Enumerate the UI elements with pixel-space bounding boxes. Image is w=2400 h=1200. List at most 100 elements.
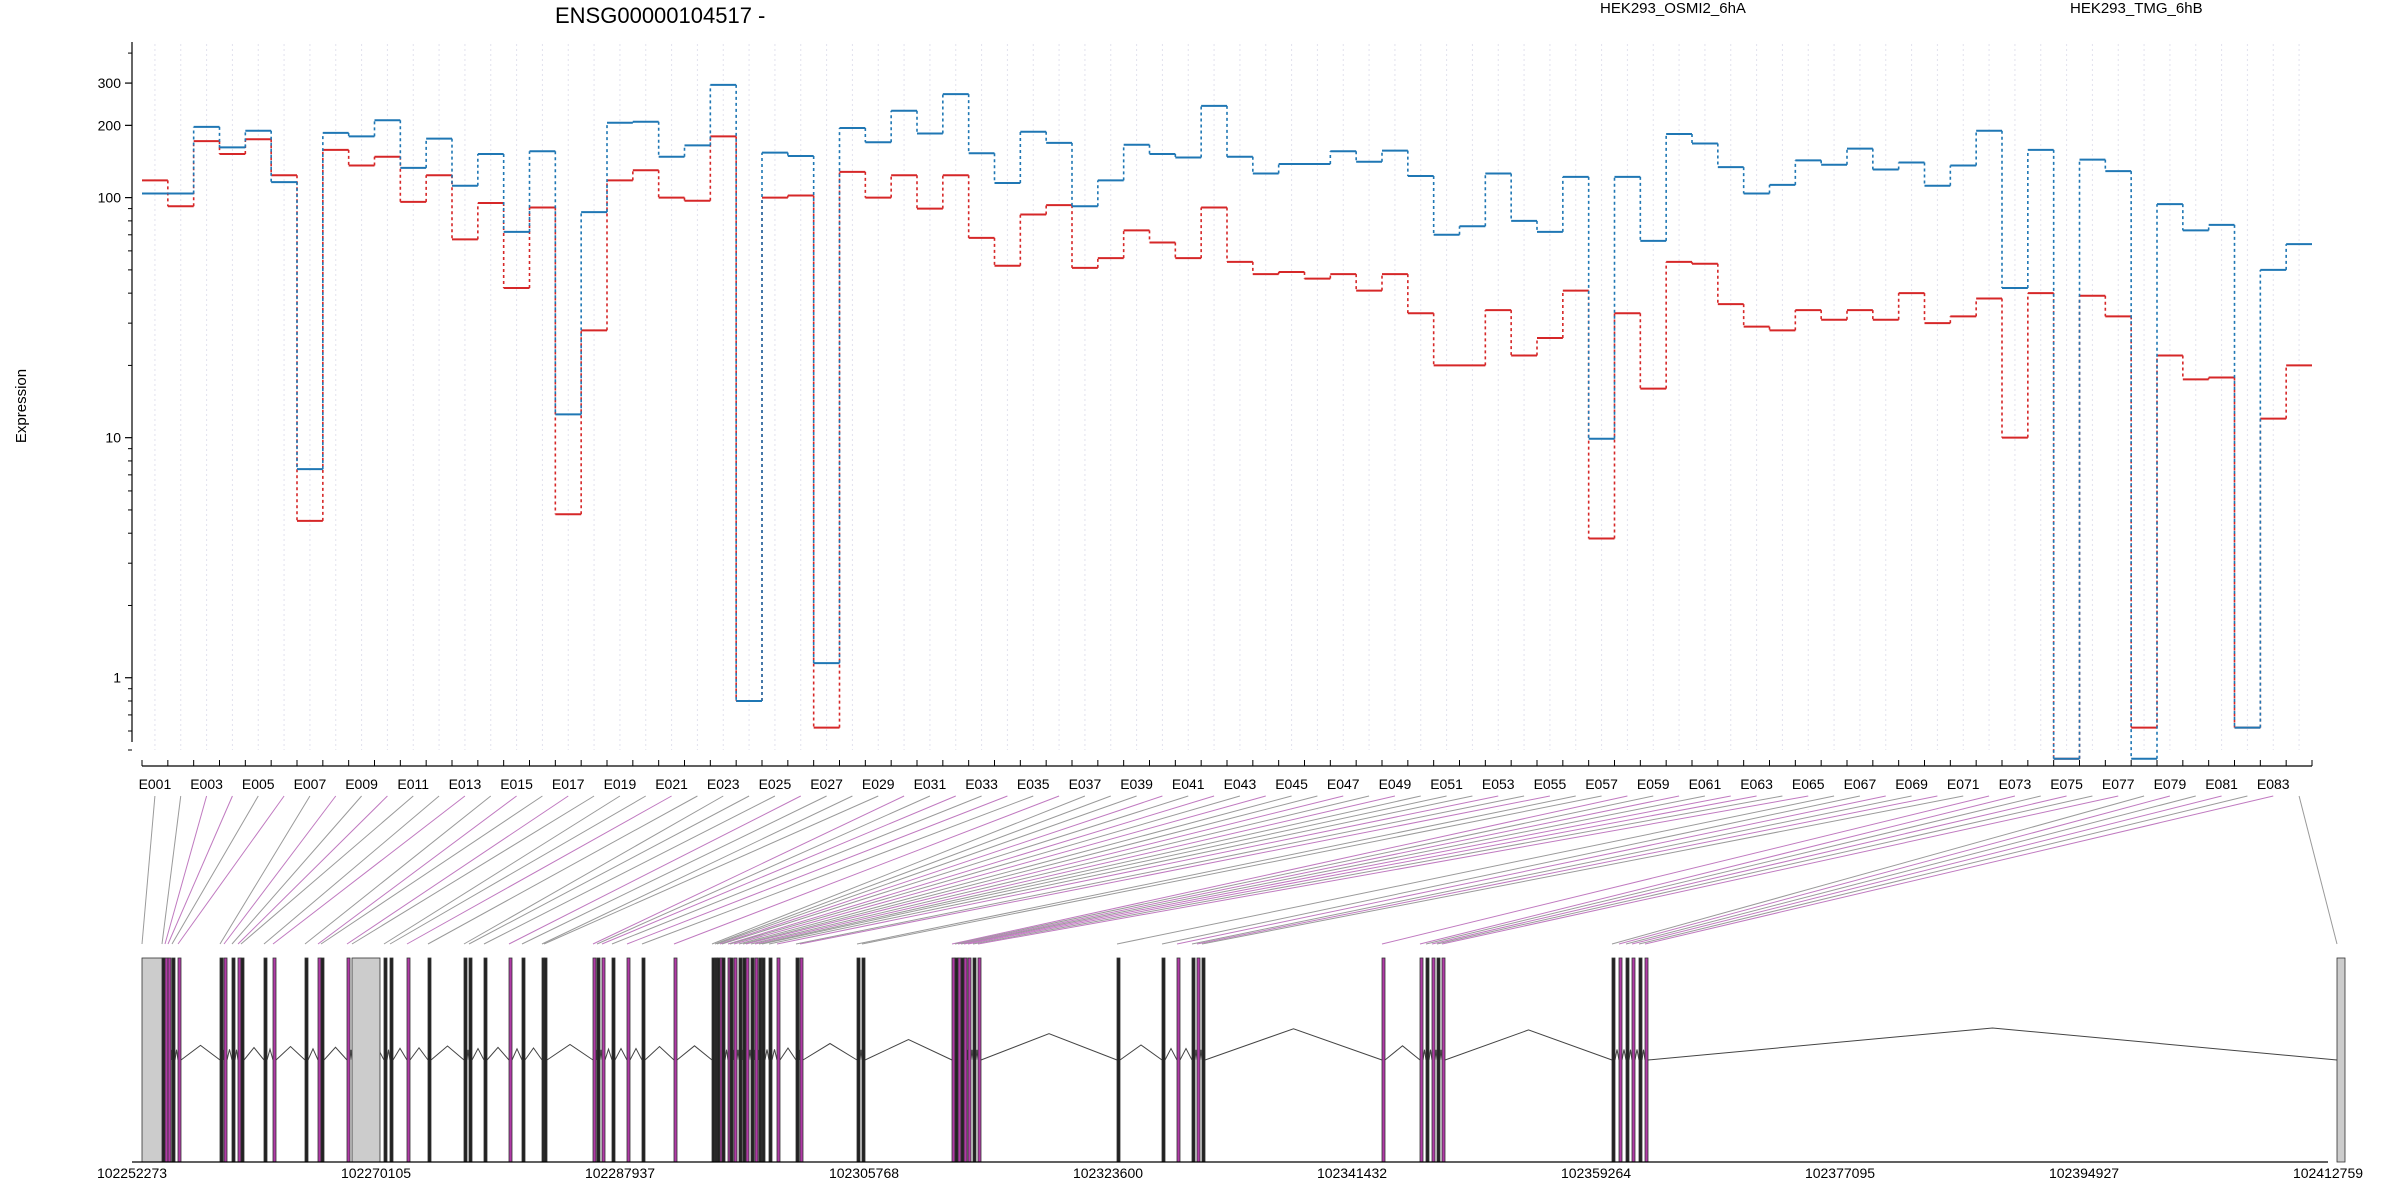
x-tick-label: E045 [1275,776,1308,792]
exon-box [963,957,968,1163]
intron [604,1047,613,1061]
exon-box [626,957,631,1163]
exon-connector [641,795,1034,945]
x-tick-label: E083 [2257,776,2290,792]
exon-connector [483,795,776,945]
x-tick-label: E053 [1482,776,1515,792]
exon-box [219,957,224,1163]
exon-connector [673,795,1060,945]
exon-connector [1431,795,2067,945]
exon-box [164,957,169,1163]
legend-item-tmg: HEK293_TMG_6hB [2070,0,2203,17]
x-tick-label: E017 [552,776,585,792]
legend-item-osmi2: HEK293_OSMI2_6hA [1600,0,1746,17]
intron [430,1045,465,1061]
genomic-coordinate-label: 102287937 [585,1165,655,1181]
intron [980,1033,1118,1061]
exon-box [733,957,738,1163]
intron [676,1045,713,1061]
x-tick-label: E003 [190,776,223,792]
x-tick-label: E019 [604,776,637,792]
exon-connector [1441,795,2119,945]
exon-connector [977,795,1809,945]
intron [1204,1028,1383,1061]
exon-box [346,957,351,1163]
chart-title: ENSG00000104517 - [555,3,765,28]
exon-box [304,957,309,1163]
y-tick-label: 1 [113,670,121,686]
y-axis: 1 10 100 200 300 [98,42,133,751]
exon-connector [317,795,517,945]
exon-connector [714,795,1111,945]
exon-connector [1116,795,1835,945]
exon-box [861,957,866,1163]
exon-box [383,957,388,1163]
exon-connector-lines [141,795,2338,945]
genomic-coordinate-label: 102359264 [1561,1165,1631,1181]
exon-connector [738,795,1292,945]
intron [1634,1049,1640,1061]
exon-box [721,957,726,1163]
exon-box [1176,957,1181,1163]
exon-connector [1419,795,2016,945]
intron [1614,1049,1620,1061]
exon-box [231,957,236,1163]
x-tick-label: E015 [500,776,533,792]
x-tick-label: E021 [655,776,688,792]
intron [1422,1049,1427,1061]
exon-connector [521,795,827,945]
exon-box [596,957,601,1163]
exon-box [240,957,245,1163]
exon-box [171,957,176,1163]
x-tick-label: E001 [139,776,172,792]
exon-box [521,957,526,1163]
exon-box [601,957,606,1163]
x-tick-label: E029 [862,776,895,792]
x-tick-label: E025 [759,776,792,792]
x-tick-label: E007 [294,776,327,792]
intron [1119,1044,1163,1061]
intron [614,1047,628,1061]
exon-connector [346,795,569,945]
exon-connector [161,795,182,945]
exon-box [1625,957,1630,1163]
intron [486,1046,510,1061]
exon-connector [240,795,414,945]
exon-connector [468,795,750,945]
x-tick-label: E047 [1327,776,1360,792]
exon-connector [223,795,337,945]
exon-box [1191,957,1196,1163]
exon-box [711,957,716,1163]
exon-connector [427,795,698,945]
exon-box [972,957,977,1163]
exon-box [351,957,381,1163]
intron [471,1047,485,1061]
exon-connector [141,795,156,945]
exon-box [1644,957,1649,1163]
exon-box [1638,957,1643,1163]
x-tick-label: E023 [707,776,740,792]
x-tick-label: E011 [397,776,429,792]
intron [266,1047,274,1061]
exon-connector [263,795,440,945]
x-tick-label: E071 [1947,776,1980,792]
exon-connector [799,795,1551,945]
exon-connector [729,795,1241,945]
x-tick-label: E063 [1740,776,1773,792]
exon-connector [626,795,1008,945]
exon-connector [389,795,647,945]
exon-box [1618,957,1623,1163]
genomic-coordinate-label: 102394927 [2049,1165,2119,1181]
intron [243,1046,265,1061]
exon-connector [167,795,233,945]
exon-box [716,957,721,1163]
x-tick-label: E075 [2050,776,2083,792]
exon-connector [304,795,492,945]
exon-box [141,957,165,1163]
x-tick-label: E065 [1792,776,1825,792]
x-tick-label: E051 [1430,776,1463,792]
exon-box [1441,957,1446,1163]
intron [307,1047,319,1061]
intron [386,1049,391,1061]
exon-box [320,957,325,1163]
